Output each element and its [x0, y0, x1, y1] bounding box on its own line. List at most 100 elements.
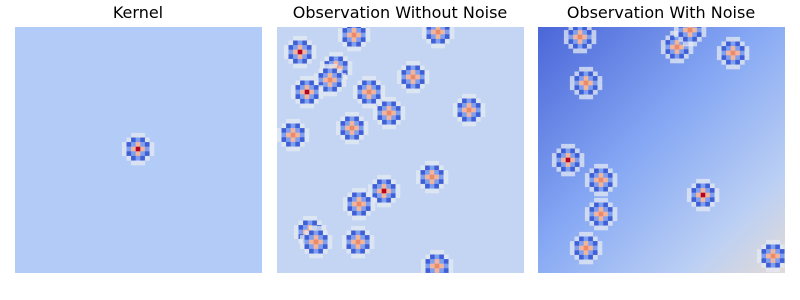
pixel — [586, 30, 592, 35]
pixel — [381, 188, 387, 194]
pixel — [382, 115, 387, 121]
pixel — [371, 85, 377, 90]
pixel — [429, 183, 435, 189]
pixel — [131, 137, 136, 143]
pixel — [297, 45, 303, 50]
pixel — [597, 76, 603, 81]
pixel — [582, 30, 588, 35]
pixel — [395, 188, 401, 194]
pixel — [565, 166, 571, 172]
pixel — [332, 91, 338, 97]
pixel — [775, 262, 781, 268]
pixel — [300, 94, 305, 100]
pixel — [349, 111, 355, 117]
pixel — [568, 34, 574, 40]
pixel — [356, 41, 362, 47]
pixel — [286, 146, 291, 152]
pixel — [568, 43, 574, 49]
pixel — [701, 27, 707, 28]
pixel — [351, 27, 357, 29]
pixel — [425, 259, 431, 264]
pixel — [775, 249, 781, 254]
pixel — [327, 244, 333, 250]
pixel — [366, 103, 372, 109]
pixel — [665, 40, 671, 45]
pixel — [297, 63, 303, 69]
pixel — [730, 55, 736, 61]
pixel — [336, 73, 342, 78]
pixel — [297, 54, 303, 60]
pixel — [766, 262, 771, 268]
pixel — [431, 43, 436, 49]
pixel — [434, 254, 440, 260]
pixel — [594, 211, 599, 217]
pixel — [439, 272, 445, 273]
pixel — [429, 179, 435, 185]
pixel — [435, 278, 440, 283]
pixel — [679, 49, 685, 55]
pixel — [313, 77, 319, 83]
pixel — [448, 268, 454, 273]
pixel — [577, 34, 583, 40]
pixel — [598, 168, 604, 174]
pixel — [351, 230, 356, 236]
pixel — [561, 171, 566, 177]
pixel — [431, 38, 436, 44]
pixel — [351, 225, 356, 231]
pixel — [299, 128, 305, 133]
pixel — [449, 27, 455, 30]
pixel — [674, 44, 680, 50]
pixel — [570, 148, 576, 154]
pixel — [363, 121, 369, 126]
pixel — [304, 98, 310, 104]
pixel — [583, 80, 589, 86]
pixel — [574, 245, 580, 251]
pixel — [290, 128, 296, 133]
pixel — [700, 192, 706, 198]
pixel — [371, 103, 377, 109]
pixel — [561, 143, 566, 149]
pixel — [744, 46, 750, 51]
pixel — [381, 174, 387, 180]
pixel — [355, 239, 361, 245]
pixel — [679, 53, 685, 59]
pixel — [565, 157, 571, 163]
pixel — [304, 75, 310, 81]
pixel — [570, 153, 576, 158]
pixel — [583, 245, 589, 251]
pixel — [363, 125, 369, 131]
pixel — [323, 68, 328, 74]
pixel — [341, 77, 347, 83]
pixel — [586, 43, 592, 49]
pixel — [584, 211, 590, 217]
pixel — [351, 46, 357, 52]
pixel — [309, 244, 314, 250]
pixel — [579, 259, 584, 265]
pixel — [316, 220, 322, 226]
pixel — [347, 41, 352, 47]
pixel — [366, 75, 372, 81]
pixel — [380, 89, 386, 95]
pixel — [351, 253, 356, 259]
pixel — [430, 263, 435, 269]
pixel — [352, 85, 358, 90]
pixel — [300, 80, 305, 86]
pixel — [439, 278, 444, 283]
pixel — [744, 50, 750, 56]
pixel — [589, 182, 595, 188]
pixel — [365, 197, 371, 202]
pixel — [779, 253, 785, 259]
pixel — [377, 197, 382, 203]
pixel — [556, 148, 562, 154]
pixel — [345, 125, 350, 131]
pixel — [327, 82, 333, 88]
pixel — [565, 148, 571, 154]
pixel — [660, 44, 666, 50]
pixel — [565, 153, 571, 158]
pixel — [332, 68, 338, 74]
pixel — [329, 61, 334, 66]
pixel — [131, 132, 136, 138]
pixel — [333, 51, 339, 57]
pixel — [598, 186, 604, 192]
